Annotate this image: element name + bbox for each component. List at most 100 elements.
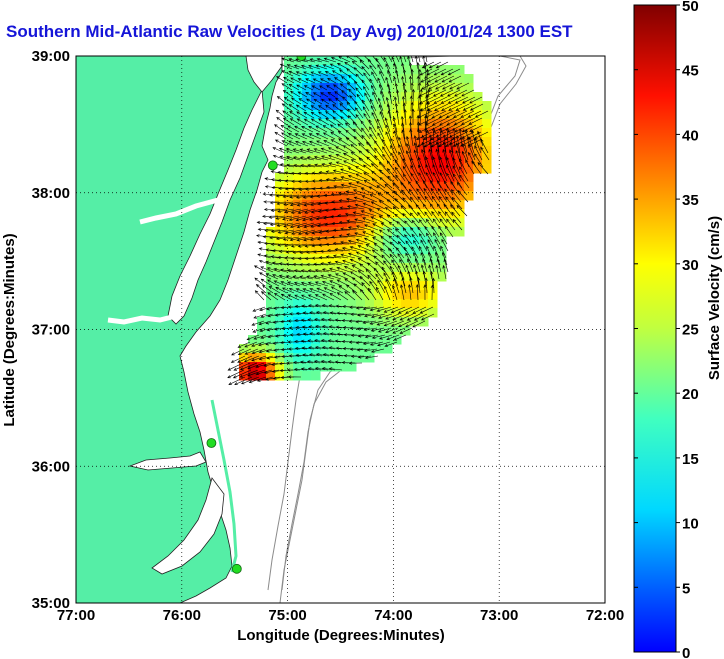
velocity-arrow xyxy=(258,260,273,266)
velocity-cell xyxy=(347,191,357,201)
velocity-arrow xyxy=(239,369,259,378)
velocity-arrow xyxy=(410,68,414,84)
velocity-arrow xyxy=(422,180,433,196)
velocity-cell xyxy=(284,362,294,372)
velocity-cell xyxy=(347,317,357,327)
velocity-arrow xyxy=(281,70,294,77)
velocity-cell xyxy=(248,335,258,345)
velocity-arrow xyxy=(258,348,273,354)
velocity-arrow xyxy=(420,239,428,252)
velocity-arrow xyxy=(338,199,357,203)
velocity-arrow xyxy=(332,228,351,232)
velocity-cell xyxy=(383,110,393,120)
velocity-cell xyxy=(392,209,402,219)
velocity-arrow xyxy=(294,294,307,301)
velocity-arrow xyxy=(339,109,350,119)
velocity-cell xyxy=(347,74,357,84)
velocity-arrow xyxy=(443,258,449,273)
velocity-arrow xyxy=(325,185,344,189)
velocity-arrow xyxy=(417,277,421,294)
velocity-cell xyxy=(383,137,393,147)
velocity-cell xyxy=(482,119,492,129)
velocity-arrow xyxy=(248,376,267,384)
velocity-arrow xyxy=(359,263,372,273)
velocity-arrow xyxy=(425,164,434,182)
velocity-arrow xyxy=(344,212,363,217)
velocity-arrow xyxy=(384,341,398,347)
velocity-arrow xyxy=(424,127,428,147)
velocity-arrow xyxy=(316,287,330,294)
velocity-arrow xyxy=(349,347,364,351)
velocity-cell xyxy=(437,218,447,228)
velocity-cell xyxy=(392,128,402,138)
velocity-cell xyxy=(473,137,483,147)
velocity-arrow xyxy=(352,290,363,301)
velocity-cell xyxy=(374,272,384,282)
velocity-arrow xyxy=(349,326,364,330)
velocity-arrow xyxy=(395,109,400,126)
velocity-cell xyxy=(320,263,330,273)
velocity-arrow xyxy=(435,264,440,280)
velocity-arrow xyxy=(290,243,308,248)
velocity-arrow xyxy=(300,164,316,168)
velocity-cell xyxy=(419,164,429,174)
velocity-arrow xyxy=(361,195,378,203)
velocity-arrow xyxy=(336,292,349,301)
velocity-arrow xyxy=(355,320,370,324)
velocity-arrow xyxy=(287,340,299,344)
velocity-arrow xyxy=(391,259,400,273)
velocity-arrow xyxy=(446,117,462,126)
velocity-arrow xyxy=(273,267,288,273)
velocity-arrow xyxy=(325,242,343,246)
velocity-arrow xyxy=(263,369,280,374)
velocity-arrow xyxy=(355,87,364,98)
velocity-arrow xyxy=(350,333,365,337)
velocity-cell xyxy=(419,281,429,291)
velocity-arrow xyxy=(294,133,308,140)
velocity-arrow xyxy=(353,67,364,77)
velocity-arrow xyxy=(469,96,483,104)
velocity-cell xyxy=(374,290,384,300)
velocity-arrow xyxy=(390,320,405,327)
velocity-cell xyxy=(401,218,411,228)
velocity-cell xyxy=(419,245,429,255)
velocity-cell xyxy=(311,245,321,255)
velocity-arrow xyxy=(439,127,443,147)
velocity-arrow xyxy=(323,140,337,147)
velocity-arrow xyxy=(433,96,448,104)
velocity-arrow xyxy=(449,149,456,168)
velocity-arrow xyxy=(349,305,364,309)
velocity-arrow xyxy=(444,211,455,224)
velocity-arrow xyxy=(287,347,301,351)
velocity-arrow xyxy=(374,140,384,154)
velocity-arrow xyxy=(266,306,280,311)
velocity-arrow xyxy=(377,279,386,294)
velocity-arrow xyxy=(347,167,363,175)
velocity-cell xyxy=(419,65,429,75)
x-tick-2: 75:00 xyxy=(268,607,306,624)
velocity-cell xyxy=(275,344,285,354)
velocity-cell xyxy=(464,74,474,84)
velocity-arrow xyxy=(440,68,454,76)
velocity-arrow xyxy=(279,155,294,161)
velocity-arrow xyxy=(386,160,398,175)
velocity-cell xyxy=(320,326,330,336)
velocity-cell xyxy=(392,164,402,174)
velocity-arrow xyxy=(397,306,413,314)
velocity-arrow xyxy=(379,111,386,126)
velocity-arrow xyxy=(410,102,414,119)
velocity-arrow xyxy=(346,82,356,91)
velocity-cell xyxy=(428,227,438,237)
velocity-cell xyxy=(311,173,321,183)
velocity-cell xyxy=(437,83,447,93)
velocity-arrow xyxy=(237,341,251,348)
velocity-cell xyxy=(401,290,411,300)
velocity-arrow xyxy=(402,69,407,84)
velocity-cell xyxy=(383,227,393,237)
velocity-arrow xyxy=(340,116,351,126)
velocity-arrow xyxy=(265,320,279,325)
velocity-cell xyxy=(374,299,384,309)
velocity-arrow xyxy=(332,207,351,211)
velocity-arrow xyxy=(354,107,364,119)
velocity-arrow xyxy=(272,320,286,324)
